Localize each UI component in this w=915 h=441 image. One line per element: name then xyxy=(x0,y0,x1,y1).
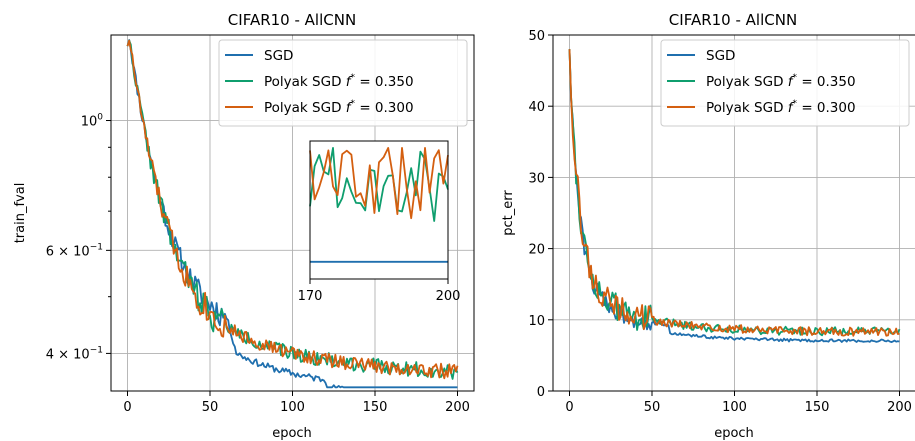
y-tick-label: 4 × 10−1 xyxy=(46,345,103,362)
x-tick-label: 0 xyxy=(123,400,131,415)
x-tick-label: 100 xyxy=(280,400,305,415)
chart-title: CIFAR10 - AllCNN xyxy=(669,11,797,29)
x-tick-label: 150 xyxy=(805,400,830,415)
x-tick-label: 100 xyxy=(722,400,747,415)
y-tick-label: 10 xyxy=(528,314,545,329)
inset-axes: 170 200 xyxy=(298,140,461,304)
y-tick-label: 20 xyxy=(528,243,545,258)
legend-box xyxy=(218,39,468,127)
y-tick-label: 30 xyxy=(528,171,545,186)
chart-title: CIFAR10 - AllCNN xyxy=(228,11,356,29)
inset-x-tick-label: 200 xyxy=(436,289,461,304)
legend-label: Polyak SGD f* = 0.350 xyxy=(264,73,414,90)
x-tick-label: 50 xyxy=(644,400,661,415)
grid xyxy=(553,35,915,391)
y-tick-label: 0 xyxy=(537,385,545,400)
legend: SGD Polyak SGD f* = 0.350 Polyak SGD f* = … xyxy=(218,39,468,127)
inset-x-ticks: 170 200 xyxy=(298,279,461,304)
legend-label: SGD xyxy=(264,48,293,64)
x-axis-label: epoch xyxy=(272,426,312,441)
x-tick-label: 200 xyxy=(445,400,470,415)
inset-frame xyxy=(309,140,449,280)
chart-pct-err: CIFAR10 - AllCNN 0 50 100 150 200 0 10 20 30 40 5… xyxy=(501,11,915,441)
inset-series-line-2 xyxy=(309,147,449,220)
y-ticks: 100 6 × 10−1 4 × 10−1 xyxy=(46,113,111,362)
series-line-2 xyxy=(126,39,459,380)
y-tick-label: 6 × 10−1 xyxy=(46,242,103,259)
series-line-1 xyxy=(568,49,901,337)
y-axis-label: train_fval xyxy=(13,183,28,244)
x-tick-label: 200 xyxy=(887,400,912,415)
series-lines xyxy=(126,39,459,389)
series-line-2 xyxy=(568,49,900,337)
series-line-0 xyxy=(568,49,900,343)
x-tick-label: 0 xyxy=(565,400,573,415)
y-tick-label: 100 xyxy=(81,113,104,130)
x-ticks: 0 50 100 150 200 xyxy=(565,391,912,415)
legend-box xyxy=(660,39,910,127)
x-axis-label: epoch xyxy=(714,426,754,441)
legend-label: SGD xyxy=(706,48,735,64)
x-tick-label: 150 xyxy=(363,400,388,415)
y-tick-label: 50 xyxy=(528,29,545,44)
y-tick-label: 40 xyxy=(528,100,545,115)
chart-train-fval: CIFAR10 - AllCNN 0 50 100 150 200 100 6 × 10−… xyxy=(13,11,475,441)
y-axis-label: pct_err xyxy=(501,190,516,236)
legend-label: Polyak SGD f* = 0.350 xyxy=(706,73,856,90)
legend-label: Polyak SGD f* = 0.300 xyxy=(264,99,414,116)
inset-series-lines xyxy=(309,147,449,263)
series-lines xyxy=(568,49,901,343)
x-ticks: 0 50 100 150 200 xyxy=(123,391,470,415)
y-ticks: 0 10 20 30 40 50 xyxy=(528,29,553,400)
legend-label: Polyak SGD f* = 0.300 xyxy=(706,99,856,116)
legend: SGD Polyak SGD f* = 0.350 Polyak SGD f* = … xyxy=(660,39,910,127)
x-tick-label: 50 xyxy=(202,400,219,415)
inset-x-tick-label: 170 xyxy=(298,289,323,304)
